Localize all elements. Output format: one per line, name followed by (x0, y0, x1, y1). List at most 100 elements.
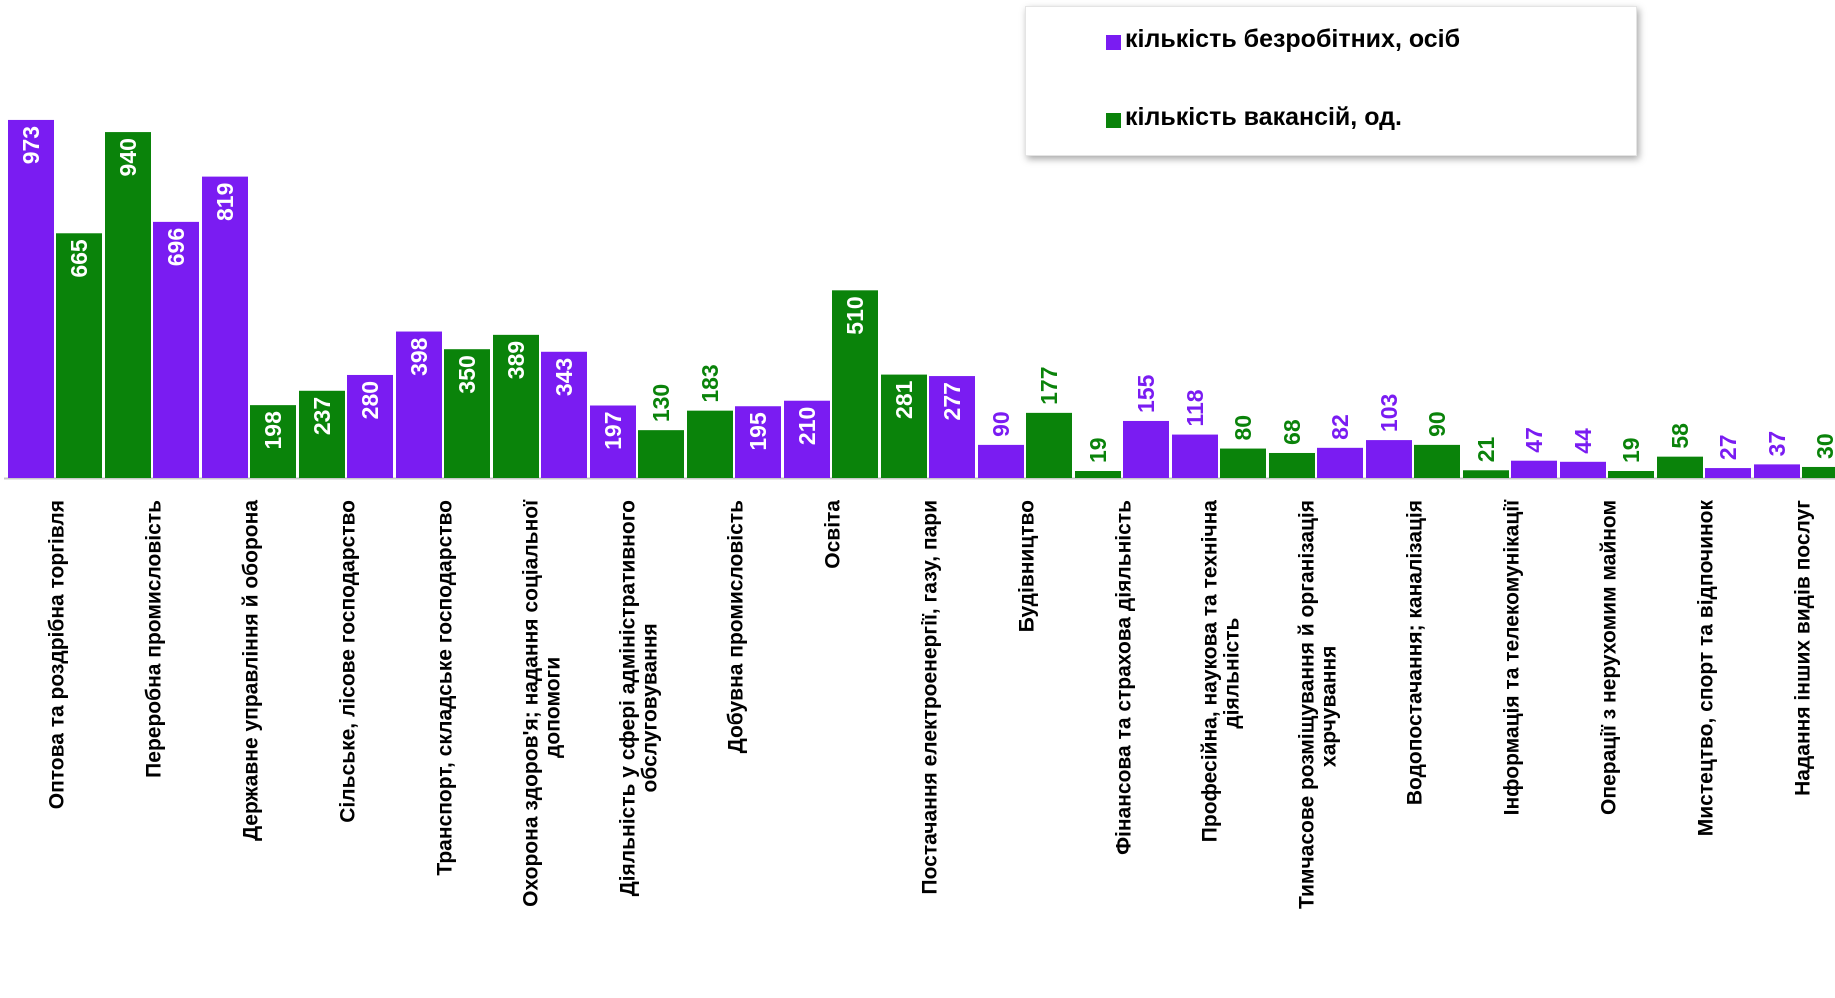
value-label-unemployed-12: 155 (1133, 374, 1159, 413)
bar-vacancies-12 (1075, 471, 1121, 478)
bar-vacancies-16 (1463, 470, 1509, 478)
value-label-unemployed-18: 27 (1715, 434, 1741, 460)
value-label-vacancies-13: 80 (1230, 415, 1256, 441)
legend-label-unemployed: кількість безробітних, осіб (1125, 25, 1461, 53)
value-label-unemployed-11: 90 (988, 411, 1014, 437)
category-label-19: Надання інших видів послуг (1792, 500, 1815, 796)
bar-vacancies-9 (832, 290, 878, 478)
bar-unemployed-12 (1123, 420, 1169, 478)
value-label-unemployed-5: 398 (406, 337, 432, 376)
value-label-unemployed-1: 973 (18, 126, 44, 164)
bar-unemployed-9 (784, 400, 830, 478)
value-label-unemployed-10: 277 (939, 382, 965, 420)
value-label-vacancies-7: 130 (648, 384, 674, 422)
bar-vacancies-8 (687, 410, 733, 478)
bar-unemployed-16 (1511, 460, 1557, 478)
bar-vacancies-2 (105, 132, 151, 478)
bar-vacancies-19 (1802, 466, 1835, 478)
category-label-line: Сільське, лісове господарство (337, 500, 360, 823)
category-label-line: Тимчасове розміщування й організація (1296, 500, 1319, 909)
category-label-13: Професійна, наукова та технічнадіяльніст… (1199, 500, 1244, 843)
chart-legend: кількість безробітних, осіб кількість ва… (1025, 6, 1637, 156)
category-label-14: Тимчасове розміщування й організаціяхарч… (1296, 500, 1341, 909)
bar-vacancies-10 (881, 374, 927, 478)
bar-unemployed-8 (735, 406, 781, 478)
bar-vacancies-17 (1608, 471, 1654, 478)
bar-unemployed-1 (8, 119, 54, 478)
category-label-5: Транспорт, складське господарство (434, 500, 457, 876)
bar-unemployed-4 (347, 374, 393, 478)
legend-label-vacancies: кількість вакансій, од. (1125, 103, 1402, 131)
value-label-unemployed-2: 696 (163, 228, 189, 266)
bar-vacancies-14 (1269, 452, 1315, 478)
bar-unemployed-7 (590, 405, 636, 478)
value-label-vacancies-9: 510 (842, 296, 868, 334)
bar-vacancies-18 (1657, 456, 1703, 478)
category-label-line: обслуговування (639, 623, 662, 792)
category-label-2: Переробна промисловість (143, 500, 166, 778)
bar-vacancies-3 (250, 405, 296, 478)
legend-swatch-unemployed (1106, 35, 1121, 50)
value-label-vacancies-4: 237 (309, 397, 335, 435)
bar-vacancies-15 (1414, 444, 1460, 478)
legend-swatch-vacancies (1106, 113, 1121, 128)
value-label-unemployed-13: 118 (1182, 389, 1208, 426)
bar-unemployed-19 (1754, 464, 1800, 478)
category-label-line: Інформація та телекомунікації (1501, 499, 1524, 815)
category-label-line: Охорона здоров'я; надання соціальної (520, 499, 543, 907)
category-label-line: діяльність (1221, 618, 1244, 729)
value-label-unemployed-4: 280 (357, 381, 383, 419)
category-label-line: Транспорт, складське господарство (434, 500, 457, 876)
bar-vacancies-13 (1220, 448, 1266, 478)
category-label-7: Діяльність у сфері адміністративногообсл… (617, 500, 662, 896)
value-label-unemployed-14: 82 (1327, 414, 1353, 440)
category-label-line: Фінансова та страхова діяльність (1113, 500, 1136, 855)
value-label-vacancies-3: 198 (260, 411, 286, 450)
value-label-vacancies-19: 30 (1812, 433, 1835, 459)
value-label-vacancies-14: 68 (1279, 419, 1305, 445)
category-label-12: Фінансова та страхова діяльність (1113, 500, 1136, 855)
category-label-18: Мистецтво, спорт та відпочинок (1695, 500, 1718, 837)
bar-vacancies-5 (444, 349, 490, 478)
value-label-vacancies-10: 281 (891, 380, 917, 419)
category-label-line: Будівництво (1016, 500, 1039, 632)
value-label-unemployed-7: 197 (600, 412, 626, 450)
value-label-vacancies-15: 90 (1424, 411, 1450, 437)
value-label-vacancies-18: 58 (1667, 423, 1693, 449)
category-label-10: Постачання електроенергії, газу, пари (919, 500, 942, 894)
bar-vacancies-6 (493, 334, 539, 478)
category-label-4: Сільське, лісове господарство (337, 500, 360, 823)
value-label-vacancies-6: 389 (503, 341, 529, 379)
bar-vacancies-4 (299, 390, 345, 478)
category-label-6: Охорона здоров'я; надання соціальноїдопо… (520, 499, 565, 907)
category-label-line: Професійна, наукова та технічна (1199, 500, 1222, 843)
bar-vacancies-7 (638, 430, 684, 478)
value-label-vacancies-2: 940 (115, 138, 141, 176)
category-label-line: харчування (1318, 646, 1341, 767)
value-label-vacancies-12: 19 (1085, 437, 1111, 463)
category-label-line: Операції з нерухомим майном (1598, 500, 1621, 815)
bar-unemployed-3 (202, 176, 248, 478)
legend-item-vacancies: кількість вакансій, од. (1106, 103, 1402, 132)
category-label-line: Діяльність у сфері адміністративного (617, 500, 640, 896)
category-label-line: Освіта (822, 500, 845, 569)
value-label-vacancies-11: 177 (1036, 366, 1062, 404)
category-label-line: Постачання електроенергії, газу, пари (919, 500, 942, 894)
value-label-unemployed-16: 47 (1521, 427, 1547, 453)
bar-unemployed-15 (1366, 440, 1412, 478)
value-label-vacancies-1: 665 (66, 239, 92, 278)
category-label-line: допомоги (542, 657, 565, 758)
value-label-vacancies-16: 21 (1473, 436, 1499, 462)
bar-vacancies-1 (56, 233, 102, 478)
bar-unemployed-5 (396, 331, 442, 478)
value-label-unemployed-8: 195 (745, 412, 771, 451)
category-label-line: Водопостачання; каналізація (1404, 500, 1427, 805)
bar-unemployed-18 (1705, 468, 1751, 478)
bar-unemployed-10 (929, 376, 975, 478)
category-label-3: Державне управління й оборона (240, 500, 263, 841)
category-label-16: Інформація та телекомунікації (1501, 499, 1524, 815)
category-label-line: Добувна промисловість (725, 500, 748, 753)
category-label-line: Мистецтво, спорт та відпочинок (1695, 500, 1718, 837)
category-label-line: Оптова та роздрібна торгівля (46, 500, 69, 809)
